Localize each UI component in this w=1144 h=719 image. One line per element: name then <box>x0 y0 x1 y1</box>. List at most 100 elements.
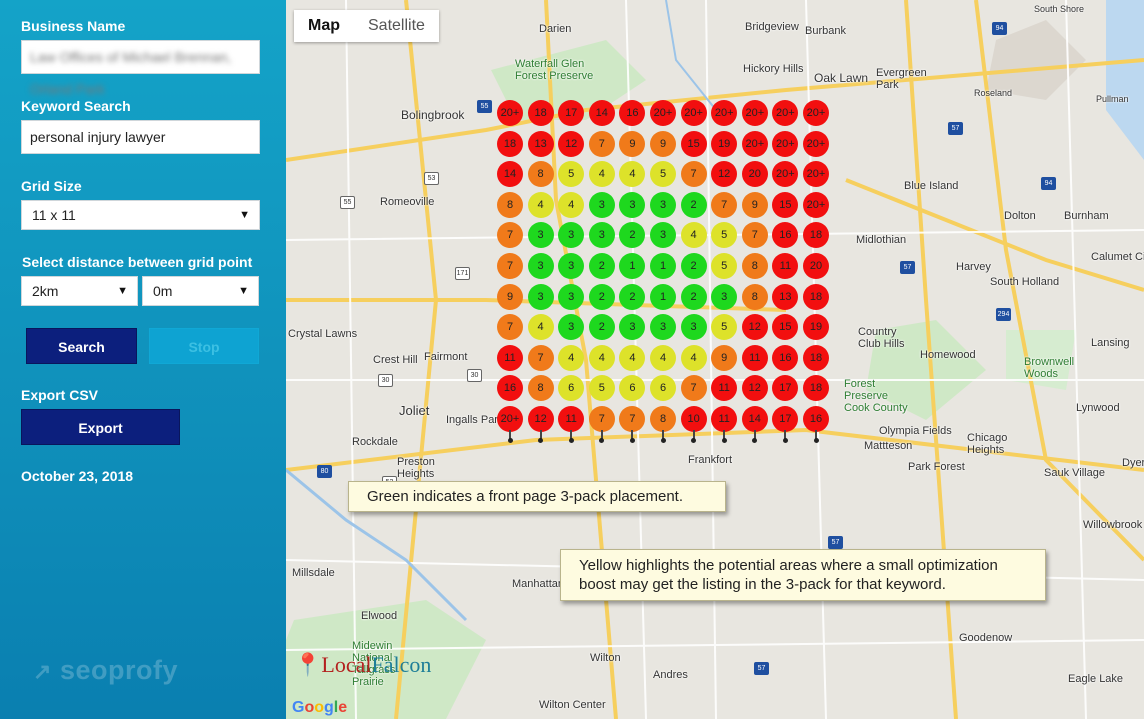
grid-rank-pin[interactable]: 11 <box>741 344 768 371</box>
grid-rank-pin[interactable]: 7 <box>497 253 523 279</box>
grid-rank-pin[interactable]: 7 <box>527 344 554 371</box>
grid-rank-pin[interactable]: 3 <box>619 191 646 218</box>
grid-rank-pin[interactable]: 20+ <box>650 100 676 126</box>
grid-rank-pin[interactable]: 20+ <box>803 100 829 126</box>
grid-rank-pin[interactable]: 9 <box>650 130 676 157</box>
grid-rank-pin[interactable]: 18 <box>803 344 829 371</box>
grid-rank-pin[interactable]: 8 <box>741 283 768 310</box>
grid-rank-pin[interactable]: 4 <box>619 161 646 188</box>
grid-rank-pin[interactable]: 11 <box>711 406 738 432</box>
search-button[interactable]: Search <box>26 328 137 364</box>
grid-rank-pin[interactable]: 16 <box>772 344 799 371</box>
grid-rank-pin[interactable]: 18 <box>527 100 554 126</box>
grid-rank-pin[interactable]: 7 <box>680 161 707 188</box>
grid-rank-pin[interactable]: 1 <box>650 253 676 279</box>
grid-rank-pin[interactable]: 4 <box>650 344 676 371</box>
grid-rank-pin[interactable]: 4 <box>558 191 585 218</box>
grid-rank-pin[interactable]: 5 <box>588 375 615 402</box>
grid-rank-pin[interactable]: 12 <box>741 375 768 402</box>
grid-rank-pin[interactable]: 4 <box>588 344 615 371</box>
grid-rank-pin[interactable]: 20+ <box>711 100 738 126</box>
grid-rank-pin[interactable]: 17 <box>772 406 799 432</box>
export-button[interactable]: Export <box>21 409 180 445</box>
grid-rank-pin[interactable]: 16 <box>497 375 523 402</box>
grid-rank-pin[interactable]: 3 <box>650 314 676 341</box>
grid-rank-pin[interactable]: 4 <box>558 344 585 371</box>
grid-rank-pin[interactable]: 20+ <box>497 406 523 432</box>
grid-rank-pin[interactable]: 18 <box>497 130 523 157</box>
grid-rank-pin[interactable]: 3 <box>558 283 585 310</box>
grid-rank-pin[interactable]: 5 <box>711 314 738 341</box>
grid-rank-pin[interactable]: 7 <box>741 222 768 249</box>
grid-rank-pin[interactable]: 4 <box>680 222 707 249</box>
grid-rank-pin[interactable]: 20+ <box>772 130 799 157</box>
grid-rank-pin[interactable]: 4 <box>588 161 615 188</box>
grid-rank-pin[interactable]: 16 <box>803 406 829 432</box>
grid-rank-pin[interactable]: 3 <box>527 253 554 279</box>
grid-rank-pin[interactable]: 13 <box>527 130 554 157</box>
grid-rank-pin[interactable]: 15 <box>772 191 799 218</box>
grid-rank-pin[interactable]: 9 <box>741 191 768 218</box>
tab-map[interactable]: Map <box>308 17 340 34</box>
grid-rank-pin[interactable]: 2 <box>619 283 646 310</box>
grid-rank-pin[interactable]: 11 <box>711 375 738 402</box>
grid-rank-pin[interactable]: 2 <box>680 283 707 310</box>
grid-rank-pin[interactable]: 3 <box>588 191 615 218</box>
grid-rank-pin[interactable]: 20+ <box>803 191 829 218</box>
grid-rank-pin[interactable]: 11 <box>772 253 799 279</box>
grid-rank-pin[interactable]: 5 <box>558 161 585 188</box>
grid-rank-pin[interactable]: 6 <box>619 375 646 402</box>
grid-rank-pin[interactable]: 15 <box>772 314 799 341</box>
grid-rank-pin[interactable]: 4 <box>527 191 554 218</box>
grid-rank-pin[interactable]: 3 <box>588 222 615 249</box>
grid-rank-pin[interactable]: 20+ <box>680 100 707 126</box>
grid-rank-pin[interactable]: 7 <box>588 406 615 432</box>
grid-rank-pin[interactable]: 8 <box>497 191 523 218</box>
grid-rank-pin[interactable]: 14 <box>588 100 615 126</box>
grid-rank-pin[interactable]: 8 <box>650 406 676 432</box>
grid-rank-pin[interactable]: 20 <box>741 161 768 188</box>
grid-rank-pin[interactable]: 5 <box>711 222 738 249</box>
grid-rank-pin[interactable]: 5 <box>711 253 738 279</box>
grid-rank-pin[interactable]: 9 <box>711 344 738 371</box>
grid-rank-pin[interactable]: 3 <box>558 253 585 279</box>
grid-rank-pin[interactable]: 20+ <box>497 100 523 126</box>
grid-rank-pin[interactable]: 7 <box>619 406 646 432</box>
stop-button[interactable]: Stop <box>149 328 259 364</box>
grid-rank-pin[interactable]: 20+ <box>741 100 768 126</box>
grid-rank-pin[interactable]: 1 <box>650 283 676 310</box>
grid-rank-pin[interactable]: 6 <box>558 375 585 402</box>
grid-rank-pin[interactable]: 18 <box>803 283 829 310</box>
grid-rank-pin[interactable]: 18 <box>803 375 829 402</box>
grid-rank-pin[interactable]: 3 <box>527 283 554 310</box>
grid-rank-pin[interactable]: 12 <box>711 161 738 188</box>
grid-rank-pin[interactable]: 14 <box>741 406 768 432</box>
grid-rank-pin[interactable]: 19 <box>711 130 738 157</box>
grid-rank-pin[interactable]: 7 <box>711 191 738 218</box>
grid-rank-pin[interactable]: 2 <box>680 253 707 279</box>
grid-rank-pin[interactable]: 20 <box>803 253 829 279</box>
grid-rank-pin[interactable]: 7 <box>680 375 707 402</box>
grid-rank-pin[interactable]: 20+ <box>741 130 768 157</box>
grid-rank-pin[interactable]: 20+ <box>772 161 799 188</box>
tab-satellite[interactable]: Satellite <box>368 17 425 34</box>
grid-rank-pin[interactable]: 9 <box>497 283 523 310</box>
grid-rank-pin[interactable]: 8 <box>527 161 554 188</box>
grid-rank-pin[interactable]: 11 <box>558 406 585 432</box>
keyword-search-input[interactable]: personal injury lawyer <box>21 120 260 154</box>
grid-rank-pin[interactable]: 1 <box>619 253 646 279</box>
grid-rank-pin[interactable]: 10 <box>680 406 707 432</box>
grid-rank-pin[interactable]: 9 <box>619 130 646 157</box>
grid-rank-pin[interactable]: 20+ <box>803 161 829 188</box>
grid-rank-pin[interactable]: 11 <box>497 344 523 371</box>
map-view[interactable]: Darien Bridgeview Burbank Waterfall Glen… <box>286 0 1144 719</box>
grid-rank-pin[interactable]: 12 <box>527 406 554 432</box>
grid-rank-pin[interactable]: 8 <box>527 375 554 402</box>
grid-rank-pin[interactable]: 4 <box>619 344 646 371</box>
grid-rank-pin[interactable]: 7 <box>497 314 523 341</box>
grid-rank-pin[interactable]: 17 <box>558 100 585 126</box>
grid-rank-pin[interactable]: 3 <box>619 314 646 341</box>
grid-rank-pin[interactable]: 3 <box>558 314 585 341</box>
grid-rank-pin[interactable]: 16 <box>619 100 646 126</box>
grid-rank-pin[interactable]: 3 <box>558 222 585 249</box>
